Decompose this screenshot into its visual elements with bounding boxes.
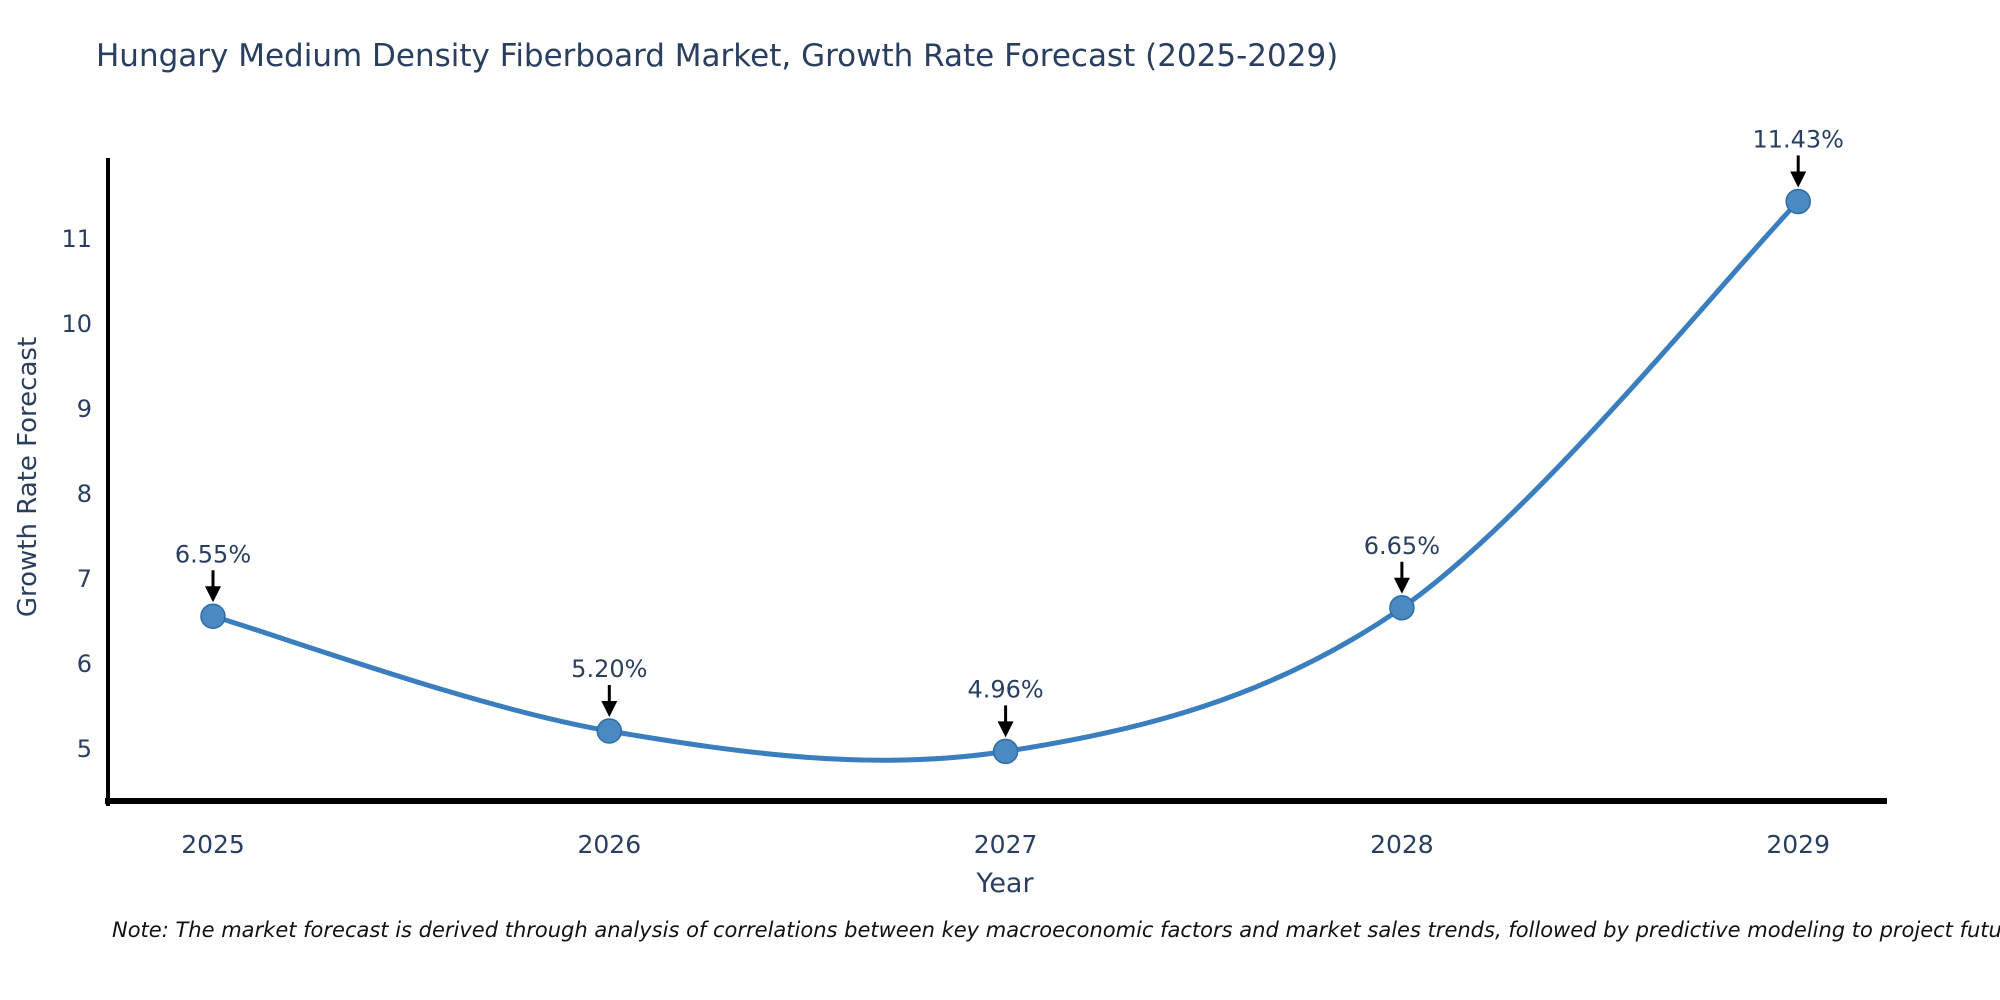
annotation-arrowhead [205,586,221,603]
x-tick-label: 2028 [1370,830,1434,859]
data-point-2026 [596,718,623,744]
annotation-arrowhead [601,701,618,717]
y-tick-label: 8 [77,480,92,508]
annotation-arrowhead [1790,171,1807,188]
x-axis-title: Year [976,868,1034,899]
annotation-label: 4.96% [967,675,1043,703]
data-point-2025 [200,603,226,629]
data-point-2028 [1389,595,1415,621]
annotation-arrowhead [1393,577,1410,594]
x-tick-label: 2025 [181,830,245,859]
annotation-label: 6.65% [1364,532,1440,560]
annotation-label: 5.20% [571,655,647,683]
y-tick-label: 5 [77,735,92,763]
x-tick-label: 2029 [1766,830,1830,859]
data-point-2027 [992,738,1019,765]
y-tick-label: 11 [61,225,92,253]
y-tick-label: 7 [77,565,92,593]
annotation-label: 6.55% [175,540,251,568]
y-tick-label: 10 [61,310,92,338]
x-tick-label: 2026 [577,830,641,859]
footnote: Note: The market forecast is derived thr… [112,918,2000,942]
annotation-label: 11.43% [1752,125,1844,153]
annotation-arrowhead [997,721,1014,738]
x-tick-label: 2027 [974,830,1038,859]
data-point-2029 [1785,188,1811,215]
y-tick-label: 9 [77,395,92,423]
chart-title: Hungary Medium Density Fiberboard Market… [96,38,1339,74]
y-tick-label: 6 [77,650,92,678]
